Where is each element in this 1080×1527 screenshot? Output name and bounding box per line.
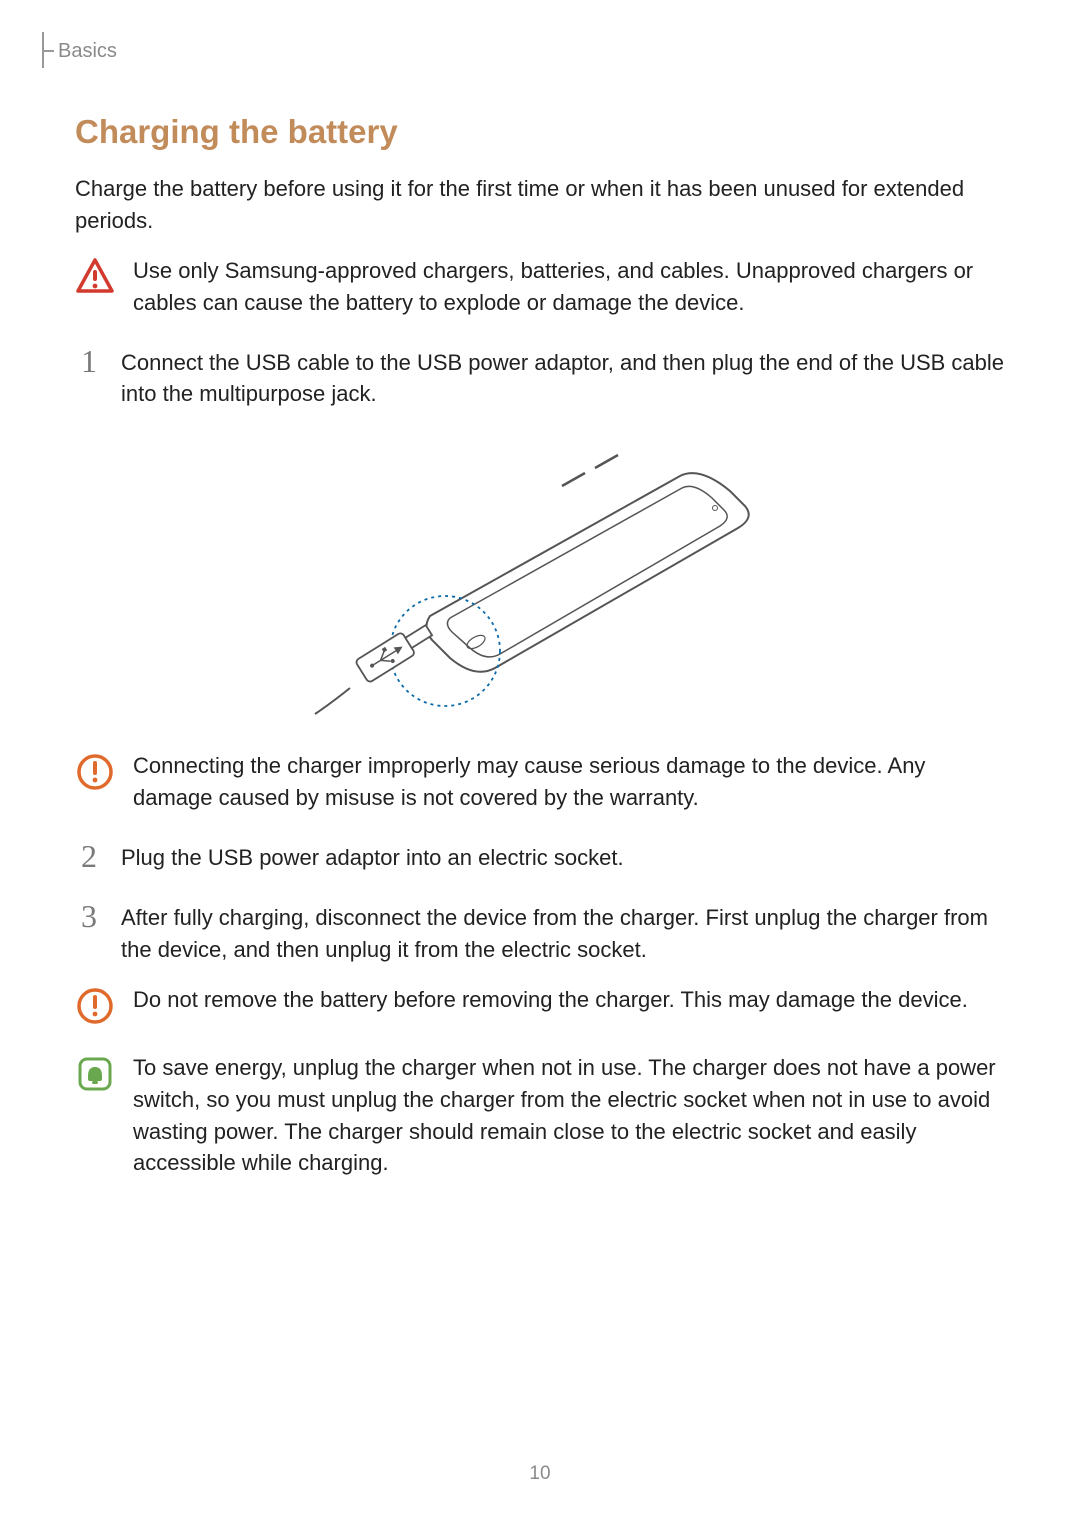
caution-icon xyxy=(75,986,115,1026)
step-number: 3 xyxy=(75,900,103,932)
step-text: Connect the USB cable to the USB power a… xyxy=(121,347,1005,411)
step-number: 2 xyxy=(75,840,103,872)
charging-illustration xyxy=(75,436,1005,716)
step-1: 1 Connect the USB cable to the USB power… xyxy=(75,347,1005,411)
warning-icon xyxy=(75,257,115,297)
warning-text: Use only Samsung-approved chargers, batt… xyxy=(133,255,1005,319)
page-number: 10 xyxy=(0,1463,1080,1485)
page-title: Charging the battery xyxy=(75,113,1005,151)
note-icon xyxy=(75,1054,115,1094)
note-callout: To save energy, unplug the charger when … xyxy=(75,1052,1005,1180)
breadcrumb: Basics xyxy=(75,40,1005,63)
caution-callout-2: Do not remove the battery before removin… xyxy=(75,984,1005,1026)
step-3: 3 After fully charging, disconnect the d… xyxy=(75,902,1005,966)
step-2: 2 Plug the USB power adaptor into an ele… xyxy=(75,842,1005,874)
step-number: 1 xyxy=(75,345,103,377)
section-label: Basics xyxy=(58,40,117,62)
caution-text: Do not remove the battery before removin… xyxy=(133,984,1005,1016)
caution-text: Connecting the charger improperly may ca… xyxy=(133,750,1005,814)
intro-paragraph: Charge the battery before using it for t… xyxy=(75,173,1005,237)
note-text: To save energy, unplug the charger when … xyxy=(133,1052,1005,1180)
warning-callout: Use only Samsung-approved chargers, batt… xyxy=(75,255,1005,319)
step-text: Plug the USB power adaptor into an elect… xyxy=(121,842,1005,874)
caution-callout-1: Connecting the charger improperly may ca… xyxy=(75,750,1005,814)
caution-icon xyxy=(75,752,115,792)
step-text: After fully charging, disconnect the dev… xyxy=(121,902,1005,966)
